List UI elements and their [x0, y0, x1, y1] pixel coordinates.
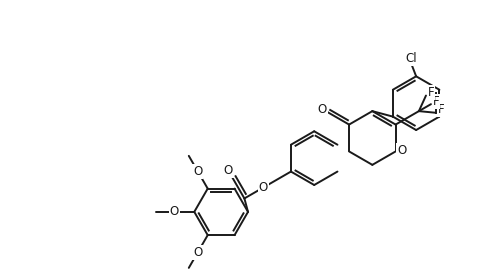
Text: F: F — [428, 86, 434, 99]
Text: O: O — [224, 164, 233, 177]
Text: O: O — [193, 246, 203, 259]
Text: F: F — [438, 103, 444, 116]
Text: F: F — [433, 95, 439, 108]
Text: O: O — [318, 103, 327, 116]
Text: O: O — [193, 165, 203, 178]
Text: O: O — [170, 205, 179, 218]
Text: O: O — [397, 144, 406, 157]
Text: Cl: Cl — [405, 52, 417, 65]
Text: O: O — [259, 181, 268, 194]
